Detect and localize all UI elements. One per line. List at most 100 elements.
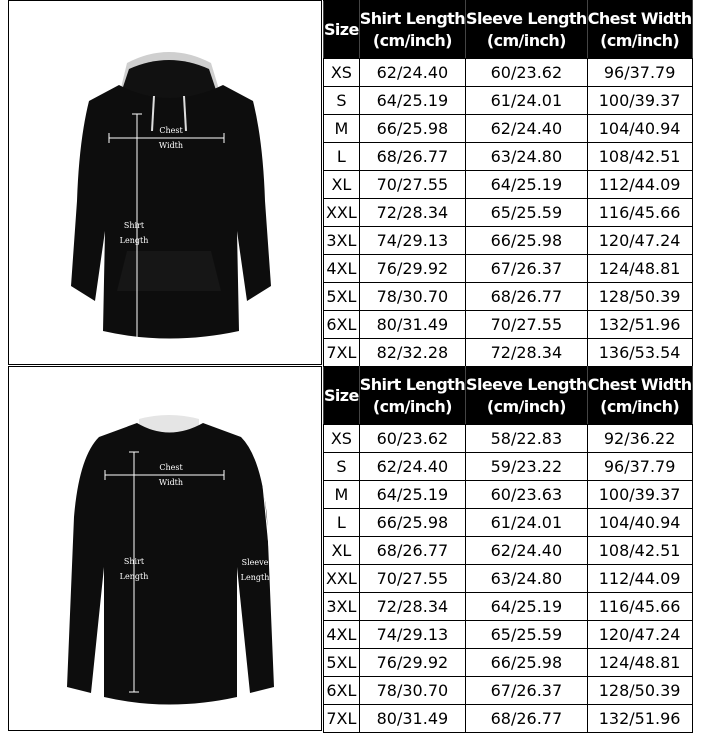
table-cell: 64/25.19 [358,86,467,115]
sweatshirt-drawing: Chest Width Shirt Length Sleeve Length [67,415,285,705]
table-cell: 108/42.51 [586,536,693,565]
hoodie-picture: Chest Width Shirt Length [8,0,322,365]
header-text: Shirt Length [359,374,466,394]
table-row: 5XL 78/30.70 68/26.77 128/50.39 [323,282,693,311]
table-row: M 64/25.19 60/23.63 100/39.37 [323,480,693,509]
table-row: 7XL 80/31.49 68/26.77 132/51.96 [323,704,693,733]
table-cell: 74/29.13 [358,226,467,255]
table-cell: 70/27.55 [358,170,467,199]
table-cell: 64/25.19 [465,170,588,199]
header-row: Size Shirt Length (cm/inch) Sleeve Length (c… [323,366,693,425]
header-text: (cm/inch) [372,30,453,50]
table-cell: 108/42.51 [586,142,693,171]
header-text: Sleeve Length [466,8,587,28]
table-cell: 120/47.24 [586,226,693,255]
header-text: (cm/inch) [486,30,567,50]
table-row: 6XL 78/30.70 67/26.37 128/50.39 [323,676,693,705]
table-cell: 62/24.40 [465,536,588,565]
header-text: (cm/inch) [372,396,453,416]
table-cell: 58/22.83 [465,424,588,453]
table-cell: 78/30.70 [358,282,467,311]
table-row: L 66/25.98 61/24.01 104/40.94 [323,508,693,537]
header-cell: Shirt Length (cm/inch) [358,0,467,59]
table-cell: 112/44.09 [586,170,693,199]
table-row: S 62/24.40 59/23.22 96/37.79 [323,452,693,481]
table-cell: 66/25.98 [465,648,588,677]
table-cell: 70/27.55 [465,310,588,339]
header-cell: Size [323,366,360,425]
table-row: L 68/26.77 63/24.80 108/42.51 [323,142,693,171]
table-cell: 72/28.34 [465,338,588,367]
header-text: Chest Width [587,8,692,28]
table-cell: M [323,480,360,509]
table-cell: 104/40.94 [586,508,693,537]
table-cell: 7XL [323,338,360,367]
table-cell: 68/26.77 [358,536,467,565]
table-cell: 7XL [323,704,360,733]
table-cell: 128/50.39 [586,676,693,705]
table-cell: 60/23.63 [465,480,588,509]
table-row: 6XL 80/31.49 70/27.55 132/51.96 [323,310,693,339]
table-cell: 63/24.80 [465,142,588,171]
table-cell: 65/25.59 [465,620,588,649]
table-cell: 68/26.77 [465,704,588,733]
table-row: 7XL 82/32.28 72/28.34 136/53.54 [323,338,693,367]
table-cell: 78/30.70 [358,676,467,705]
table-row: XXL 70/27.55 63/24.80 112/44.09 [323,564,693,593]
table-cell: 112/44.09 [586,564,693,593]
header-cell: Sleeve Length (cm/inch) [465,366,588,425]
table-cell: 104/40.94 [586,114,693,143]
chest-label: Width [159,478,183,487]
table-cell: 80/31.49 [358,310,467,339]
header-text: Sleeve Length [466,374,587,394]
header-cell: Sleeve Length (cm/inch) [465,0,588,59]
table-cell: 116/45.66 [586,198,693,227]
table-row: XL 68/26.77 62/24.40 108/42.51 [323,536,693,565]
table-cell: XXL [323,198,360,227]
table-cell: 67/26.37 [465,254,588,283]
shirt-label: Shirt [124,221,145,230]
chest-label: Width [159,141,183,150]
table-cell: 62/24.40 [358,452,467,481]
table-cell: 62/24.40 [465,114,588,143]
table-row: 4XL 76/29.92 67/26.37 124/48.81 [323,254,693,283]
table-row: 4XL 74/29.13 65/25.59 120/47.24 [323,620,693,649]
table-cell: L [323,508,360,537]
table-row: 3XL 74/29.13 66/25.98 120/47.24 [323,226,693,255]
table-cell: 3XL [323,226,360,255]
table-cell: XXL [323,564,360,593]
table-cell: 61/24.01 [465,508,588,537]
header-text: (cm/inch) [600,30,680,50]
sweatshirt-section: Chest Width Shirt Length Sleeve Length S… [8,366,693,733]
table-row: XS 62/24.40 60/23.62 96/37.79 [323,58,693,87]
table-cell: 63/24.80 [465,564,588,593]
header-text: Size [324,19,359,39]
table-cell: 96/37.79 [586,58,693,87]
table-cell: 64/25.19 [358,480,467,509]
table-cell: 66/25.98 [358,508,467,537]
table-cell: XS [323,58,360,87]
table-cell: S [323,452,360,481]
table-cell: 6XL [323,676,360,705]
size-table: Size Shirt Length (cm/inch) Sleeve Length (c… [323,366,693,733]
table-cell: 62/24.40 [358,58,467,87]
table-cell: 128/50.39 [586,282,693,311]
table-cell: 72/28.34 [358,198,467,227]
hoodie-drawing: Chest Width Shirt Length [71,52,271,342]
table-row: S 64/25.19 61/24.01 100/39.37 [323,86,693,115]
table-row: XS 60/23.62 58/22.83 92/36.22 [323,424,693,453]
table-cell: 3XL [323,592,360,621]
header-cell: Size [323,0,360,59]
table-cell: 5XL [323,648,360,677]
table-cell: M [323,114,360,143]
table-cell: 132/51.96 [586,310,693,339]
shirt-label: Length [120,572,149,581]
table-cell: 76/29.92 [358,254,467,283]
table-cell: 66/25.98 [465,226,588,255]
table-cell: 100/39.37 [586,480,693,509]
table-cell: 80/31.49 [358,704,467,733]
table-cell: 124/48.81 [586,254,693,283]
table-cell: 120/47.24 [586,620,693,649]
table-cell: 82/32.28 [358,338,467,367]
table-cell: 68/26.77 [358,142,467,171]
